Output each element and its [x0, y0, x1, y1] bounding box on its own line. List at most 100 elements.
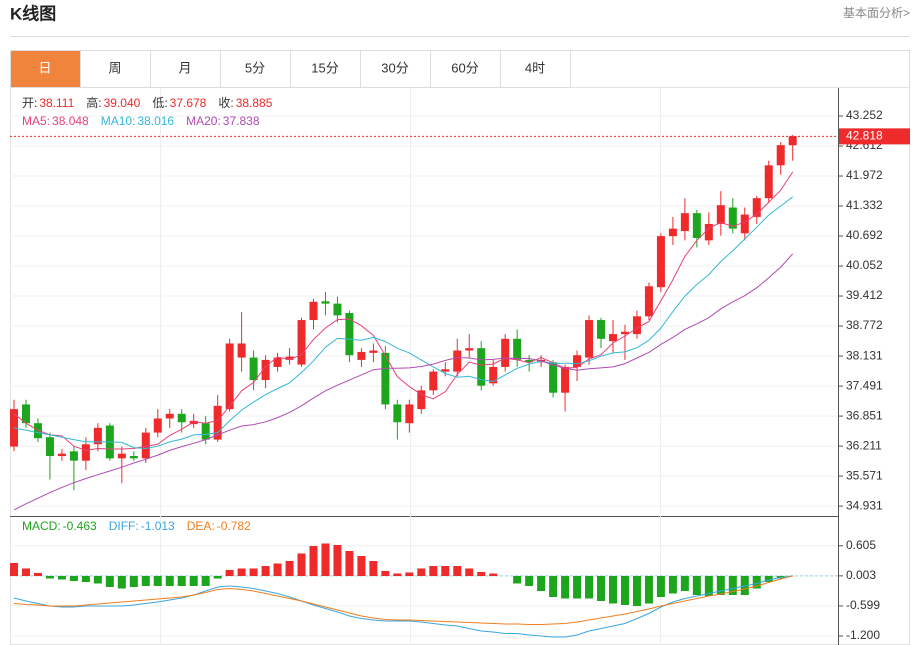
macd-bar	[285, 561, 294, 576]
macd-bar	[201, 576, 210, 586]
candle-body	[668, 228, 677, 237]
readout-label: MA5:	[22, 114, 50, 128]
tab-label[interactable]: 4时	[525, 60, 545, 75]
macd-bar	[369, 561, 378, 576]
candle-body	[405, 404, 414, 424]
candle-body	[776, 145, 785, 166]
tab-label[interactable]: 60分	[451, 60, 478, 75]
macd-bar	[153, 576, 162, 586]
macd-bar	[561, 576, 570, 599]
macd-bar	[764, 576, 773, 582]
candle-body	[369, 350, 378, 353]
macd-bar	[189, 576, 198, 586]
ma-line	[13, 253, 794, 511]
candle-body	[213, 405, 222, 440]
candle-body	[381, 352, 390, 405]
candle-body	[525, 359, 534, 363]
tab-label[interactable]: 5分	[245, 60, 265, 75]
candle-body	[261, 359, 270, 381]
readout-value: -0.782	[217, 519, 251, 533]
macd-bar	[620, 576, 629, 605]
candle-body	[285, 356, 294, 360]
y-tick-label: 36.211	[846, 438, 882, 452]
macd-bar	[549, 576, 558, 597]
tab-label[interactable]: 周	[108, 60, 121, 75]
candle-body	[333, 303, 342, 316]
y-tick-label: 0.605	[846, 538, 876, 552]
candle-body	[764, 165, 773, 199]
macd-bar	[177, 576, 186, 586]
macd-bar	[393, 573, 402, 576]
tab[interactable]	[290, 50, 361, 88]
macd-bar	[33, 573, 42, 576]
candle-body	[728, 207, 737, 229]
tab[interactable]	[500, 50, 571, 88]
macd-bar	[213, 576, 222, 579]
macd-bar	[752, 576, 761, 589]
readout-label: DEA:	[187, 519, 215, 533]
candle-body	[609, 334, 617, 342]
candle-body	[549, 362, 558, 393]
macd-bar	[21, 568, 30, 576]
candle-body	[788, 136, 797, 146]
candle-body	[69, 451, 78, 461]
macd-bar	[441, 566, 450, 576]
macd-bar	[225, 570, 234, 576]
candle-body	[620, 331, 629, 335]
candle-body	[740, 214, 749, 234]
candle-body	[81, 444, 90, 461]
readout-label: 高:	[86, 95, 101, 110]
tab-label[interactable]: 30分	[381, 60, 408, 75]
candle-body	[10, 409, 18, 447]
macd-bar	[141, 576, 150, 586]
macd-bar	[81, 576, 90, 582]
tab[interactable]	[430, 50, 501, 88]
macd-bar	[537, 576, 546, 591]
candle-body	[321, 301, 330, 304]
macd-bar	[525, 576, 534, 586]
macd-bar	[668, 576, 677, 594]
last-price-label: 42.818	[846, 129, 883, 143]
readout-label: MACD:	[22, 519, 61, 533]
y-tick-label: 39.412	[846, 288, 883, 302]
readout-value: 38.111	[39, 96, 74, 110]
y-tick-label: 41.332	[846, 198, 883, 212]
y-tick-label: 38.131	[846, 348, 883, 362]
macd-bar	[57, 576, 66, 580]
readout-label: 低:	[152, 96, 167, 110]
y-tick-label: 35.571	[846, 468, 883, 482]
analysis-link[interactable]: 基本面分析>	[843, 6, 910, 20]
macd-bar	[489, 573, 498, 576]
candle-body	[345, 313, 354, 356]
macd-bar	[680, 576, 689, 591]
macd-bar	[105, 576, 114, 587]
macd-bar	[10, 563, 18, 576]
macd-bar	[357, 556, 366, 576]
tab[interactable]	[150, 50, 221, 88]
macd-bar	[237, 568, 246, 576]
candle-body	[153, 418, 162, 433]
macd-bar	[513, 576, 522, 584]
tab-label[interactable]: 月	[178, 60, 191, 75]
y-tick-label: 37.491	[846, 378, 883, 392]
tab-label[interactable]: 日	[38, 60, 51, 75]
macd-bar	[297, 553, 306, 576]
candle-body	[417, 390, 426, 410]
tab[interactable]	[360, 50, 431, 88]
candle-body	[273, 357, 282, 367]
macd-bar	[716, 576, 725, 595]
candle-body	[632, 316, 641, 335]
tab[interactable]	[220, 50, 291, 88]
page-title: K线图	[10, 3, 56, 23]
candle-body	[237, 343, 246, 358]
macd-bar	[704, 576, 713, 596]
macd-bar	[345, 551, 354, 576]
tab[interactable]	[10, 50, 81, 88]
macd-bar	[453, 566, 462, 576]
tab-label[interactable]: 15分	[311, 60, 338, 75]
candle-body	[393, 404, 402, 423]
y-tick-label: 38.772	[846, 318, 883, 332]
readout-value: 39.040	[104, 96, 141, 110]
